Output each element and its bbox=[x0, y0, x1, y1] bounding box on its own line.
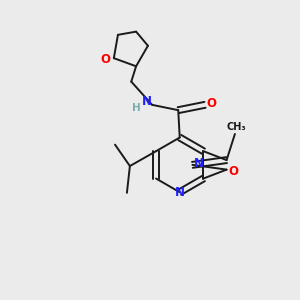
Text: CH₃: CH₃ bbox=[226, 122, 246, 132]
Text: N: N bbox=[175, 186, 185, 199]
Text: O: O bbox=[100, 53, 110, 66]
Text: O: O bbox=[228, 165, 238, 178]
Text: H: H bbox=[132, 103, 141, 113]
Text: O: O bbox=[206, 97, 216, 110]
Text: N: N bbox=[142, 95, 152, 108]
Text: N: N bbox=[194, 157, 204, 170]
